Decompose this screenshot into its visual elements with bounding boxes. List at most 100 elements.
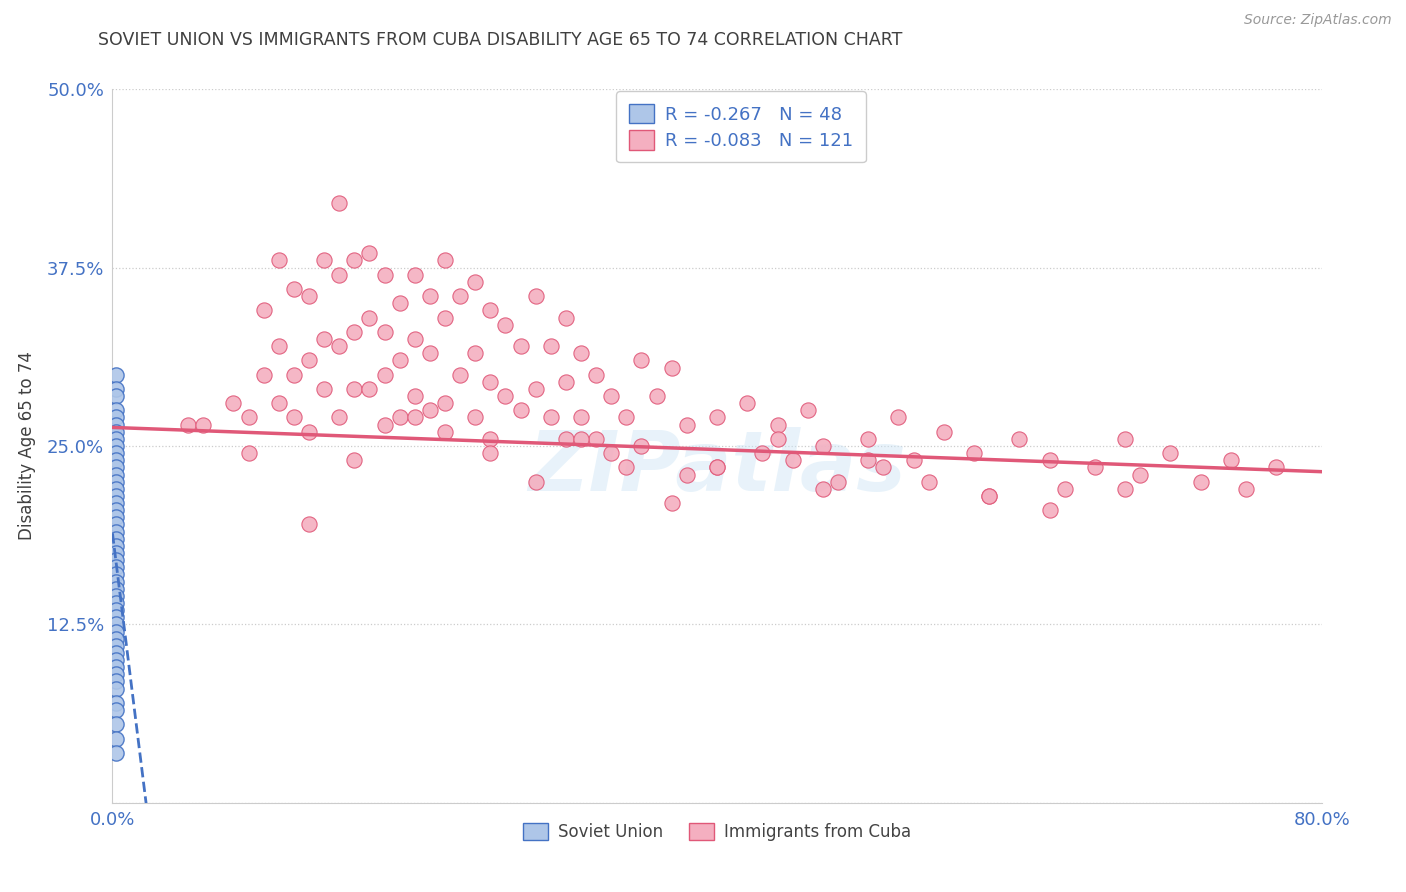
Point xyxy=(314,253,336,268)
Point xyxy=(796,403,818,417)
Point xyxy=(918,475,941,489)
Point xyxy=(104,674,127,689)
Point xyxy=(343,453,366,467)
Point xyxy=(600,389,623,403)
Point xyxy=(1038,453,1062,467)
Point xyxy=(104,417,127,432)
Point xyxy=(104,539,127,553)
Point xyxy=(977,489,1000,503)
Point xyxy=(104,403,127,417)
Point xyxy=(104,517,127,532)
Point xyxy=(328,268,350,282)
Point xyxy=(449,289,471,303)
Point xyxy=(737,396,759,410)
Point xyxy=(343,382,366,396)
Point xyxy=(388,296,411,310)
Point xyxy=(509,403,531,417)
Point xyxy=(104,482,127,496)
Point xyxy=(977,489,1000,503)
Point xyxy=(388,410,411,425)
Point xyxy=(104,467,127,482)
Point xyxy=(661,360,683,375)
Point xyxy=(554,310,576,325)
Point xyxy=(104,603,127,617)
Point xyxy=(104,382,127,396)
Point xyxy=(1038,503,1062,517)
Point xyxy=(495,318,517,332)
Point xyxy=(267,396,290,410)
Point xyxy=(479,303,502,318)
Point xyxy=(104,560,127,574)
Point xyxy=(887,410,910,425)
Point xyxy=(104,489,127,503)
Point xyxy=(554,432,576,446)
Point xyxy=(419,346,441,360)
Point xyxy=(585,368,607,382)
Point xyxy=(253,368,276,382)
Point xyxy=(104,496,127,510)
Point xyxy=(630,439,652,453)
Point xyxy=(104,632,127,646)
Point xyxy=(343,253,366,268)
Point xyxy=(766,432,789,446)
Point xyxy=(359,246,381,260)
Point xyxy=(104,532,127,546)
Point xyxy=(104,667,127,681)
Point xyxy=(104,746,127,760)
Point xyxy=(661,496,683,510)
Point xyxy=(1159,446,1181,460)
Point xyxy=(404,389,426,403)
Point xyxy=(811,439,834,453)
Point xyxy=(600,446,623,460)
Point xyxy=(104,439,127,453)
Point xyxy=(404,410,426,425)
Point xyxy=(433,425,456,439)
Point xyxy=(238,410,260,425)
Point xyxy=(104,731,127,746)
Point xyxy=(419,403,441,417)
Point xyxy=(404,332,426,346)
Point xyxy=(509,339,531,353)
Point xyxy=(1114,482,1136,496)
Point xyxy=(104,503,127,517)
Point xyxy=(963,446,986,460)
Point xyxy=(191,417,214,432)
Point xyxy=(104,653,127,667)
Point xyxy=(104,681,127,696)
Point xyxy=(464,346,486,360)
Point xyxy=(104,639,127,653)
Point xyxy=(374,325,396,339)
Point xyxy=(104,589,127,603)
Point xyxy=(932,425,955,439)
Point xyxy=(706,410,728,425)
Point xyxy=(267,339,290,353)
Point xyxy=(540,339,562,353)
Point xyxy=(104,475,127,489)
Point xyxy=(766,417,789,432)
Point xyxy=(283,368,305,382)
Point xyxy=(645,389,668,403)
Point xyxy=(464,275,486,289)
Point xyxy=(222,396,245,410)
Point xyxy=(569,410,592,425)
Point xyxy=(177,417,200,432)
Point xyxy=(630,353,652,368)
Point xyxy=(827,475,849,489)
Legend: Soviet Union, Immigrants from Cuba: Soviet Union, Immigrants from Cuba xyxy=(517,816,917,848)
Point xyxy=(404,268,426,282)
Point xyxy=(706,460,728,475)
Point xyxy=(104,425,127,439)
Point xyxy=(616,410,638,425)
Point xyxy=(1129,467,1152,482)
Point xyxy=(856,432,880,446)
Point xyxy=(479,432,502,446)
Point xyxy=(1220,453,1243,467)
Point xyxy=(104,524,127,539)
Point xyxy=(374,368,396,382)
Point xyxy=(104,389,127,403)
Point xyxy=(314,332,336,346)
Point xyxy=(104,546,127,560)
Point xyxy=(298,517,321,532)
Point xyxy=(554,375,576,389)
Text: ZIPatlas: ZIPatlas xyxy=(529,427,905,508)
